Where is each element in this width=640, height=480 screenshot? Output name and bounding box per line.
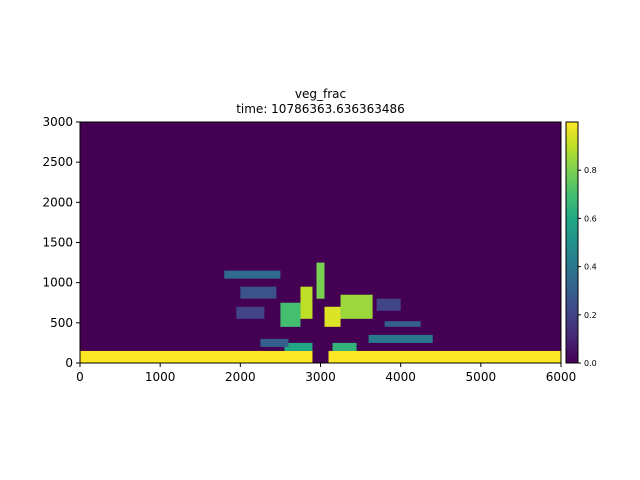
- x-tick-label: 6000: [546, 370, 577, 384]
- y-tick-label: 3000: [42, 115, 73, 129]
- heatmap-cell: [316, 262, 325, 299]
- heatmap-cell: [280, 302, 301, 327]
- heatmap-cell: [80, 350, 313, 363]
- heatmap-cell: [240, 286, 277, 299]
- x-tick-label: 4000: [385, 370, 416, 384]
- colorbar-tick-label: 0.8: [584, 166, 597, 175]
- colorbar: 0.0 0.2 0.4 0.6 0.8: [565, 121, 597, 368]
- y-tick-label: 1500: [42, 236, 73, 250]
- heatmap-cell: [332, 342, 357, 351]
- heatmap-cells: [80, 122, 561, 363]
- x-tick-label: 5000: [466, 370, 497, 384]
- x-tick-label: 3000: [305, 370, 336, 384]
- heatmap-cell: [368, 334, 433, 343]
- chart-title: veg_frac: [295, 87, 346, 101]
- heatmap-cell: [284, 342, 313, 351]
- y-axis: 0 500 1000 1500 2000 2500 3000: [42, 115, 80, 370]
- heatmap-cell: [376, 298, 401, 311]
- x-axis: 0 1000 2000 3000 4000 5000 6000: [76, 363, 576, 384]
- heatmap-cell: [328, 350, 561, 363]
- colorbar-tick-label: 0.6: [584, 214, 597, 223]
- colorbar-gradient: [565, 121, 579, 364]
- heatmap-cell: [300, 286, 313, 319]
- heatmap-background: [80, 122, 561, 363]
- y-tick-label: 2500: [42, 155, 73, 169]
- colorbar-tick-label: 0.2: [584, 311, 597, 320]
- x-tick-label: 2000: [225, 370, 256, 384]
- colorbar-tick-label: 0.4: [584, 263, 597, 272]
- colorbar-tick-label: 0.0: [584, 359, 597, 368]
- y-tick-label: 2000: [42, 195, 73, 209]
- heatmap-cell: [324, 306, 341, 327]
- colorbar-ticks: 0.0 0.2 0.4 0.6 0.8: [578, 166, 597, 368]
- heatmap-cell: [260, 338, 289, 347]
- heatmap-cell: [340, 294, 373, 319]
- x-tick-label: 0: [76, 370, 84, 384]
- heatmap-cell: [236, 306, 265, 319]
- heatmap-cell: [384, 321, 421, 327]
- y-tick-label: 1000: [42, 276, 73, 290]
- y-tick-label: 0: [65, 356, 73, 370]
- y-tick-label: 500: [50, 316, 73, 330]
- chart-subtitle: time: 10786363.636363486: [236, 102, 405, 116]
- plot-area: [79, 121, 562, 364]
- heatmap-cell: [224, 270, 281, 279]
- x-tick-label: 1000: [145, 370, 176, 384]
